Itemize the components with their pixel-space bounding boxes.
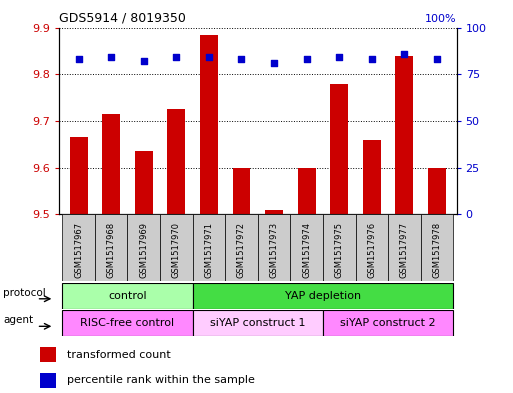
Text: GSM1517976: GSM1517976 — [367, 222, 377, 278]
Text: GSM1517970: GSM1517970 — [172, 222, 181, 278]
Point — [172, 54, 181, 61]
Text: siYAP construct 2: siYAP construct 2 — [340, 318, 436, 328]
Point — [400, 50, 408, 57]
Text: percentile rank within the sample: percentile rank within the sample — [67, 375, 255, 385]
Bar — [127, 214, 160, 281]
Bar — [192, 283, 453, 309]
Bar — [167, 109, 185, 214]
Bar — [290, 214, 323, 281]
Text: RISC-free control: RISC-free control — [81, 318, 174, 328]
Bar — [70, 137, 88, 214]
Bar — [330, 83, 348, 214]
Bar — [62, 310, 192, 336]
Text: transformed count: transformed count — [67, 350, 171, 360]
Bar — [40, 347, 56, 362]
Bar — [363, 140, 381, 214]
Text: GSM1517969: GSM1517969 — [139, 222, 148, 278]
Bar — [225, 214, 258, 281]
Bar — [323, 214, 356, 281]
Text: GSM1517971: GSM1517971 — [204, 222, 213, 278]
Point — [140, 58, 148, 64]
Bar — [160, 214, 192, 281]
Text: GDS5914 / 8019350: GDS5914 / 8019350 — [59, 12, 186, 25]
Bar — [192, 214, 225, 281]
Point — [270, 60, 278, 66]
Text: GSM1517978: GSM1517978 — [432, 222, 442, 278]
Bar — [40, 373, 56, 387]
Point — [74, 56, 83, 62]
Point — [368, 56, 376, 62]
Bar — [428, 167, 446, 214]
Bar — [258, 214, 290, 281]
Text: agent: agent — [3, 315, 33, 325]
Bar — [421, 214, 453, 281]
Text: GSM1517972: GSM1517972 — [237, 222, 246, 278]
Text: GSM1517977: GSM1517977 — [400, 222, 409, 278]
Bar — [396, 55, 413, 214]
Text: siYAP construct 1: siYAP construct 1 — [210, 318, 306, 328]
Bar — [356, 214, 388, 281]
Bar — [232, 167, 250, 214]
Bar — [265, 209, 283, 214]
Bar — [200, 35, 218, 214]
Text: GSM1517973: GSM1517973 — [269, 222, 279, 278]
Text: protocol: protocol — [3, 288, 46, 298]
Point — [107, 54, 115, 61]
Text: YAP depletion: YAP depletion — [285, 291, 361, 301]
Bar — [388, 214, 421, 281]
Point — [433, 56, 441, 62]
Bar — [95, 214, 127, 281]
Point — [303, 56, 311, 62]
Text: GSM1517975: GSM1517975 — [335, 222, 344, 278]
Bar — [135, 151, 153, 214]
Text: GSM1517974: GSM1517974 — [302, 222, 311, 278]
Point — [205, 54, 213, 61]
Point — [335, 54, 343, 61]
Bar — [298, 167, 315, 214]
Bar — [323, 310, 453, 336]
Point — [238, 56, 246, 62]
Bar — [102, 114, 120, 214]
Text: GSM1517967: GSM1517967 — [74, 222, 83, 278]
Text: control: control — [108, 291, 147, 301]
Bar — [192, 310, 323, 336]
Bar — [62, 283, 192, 309]
Text: GSM1517968: GSM1517968 — [107, 222, 115, 278]
Bar — [62, 214, 95, 281]
Text: 100%: 100% — [425, 14, 457, 24]
